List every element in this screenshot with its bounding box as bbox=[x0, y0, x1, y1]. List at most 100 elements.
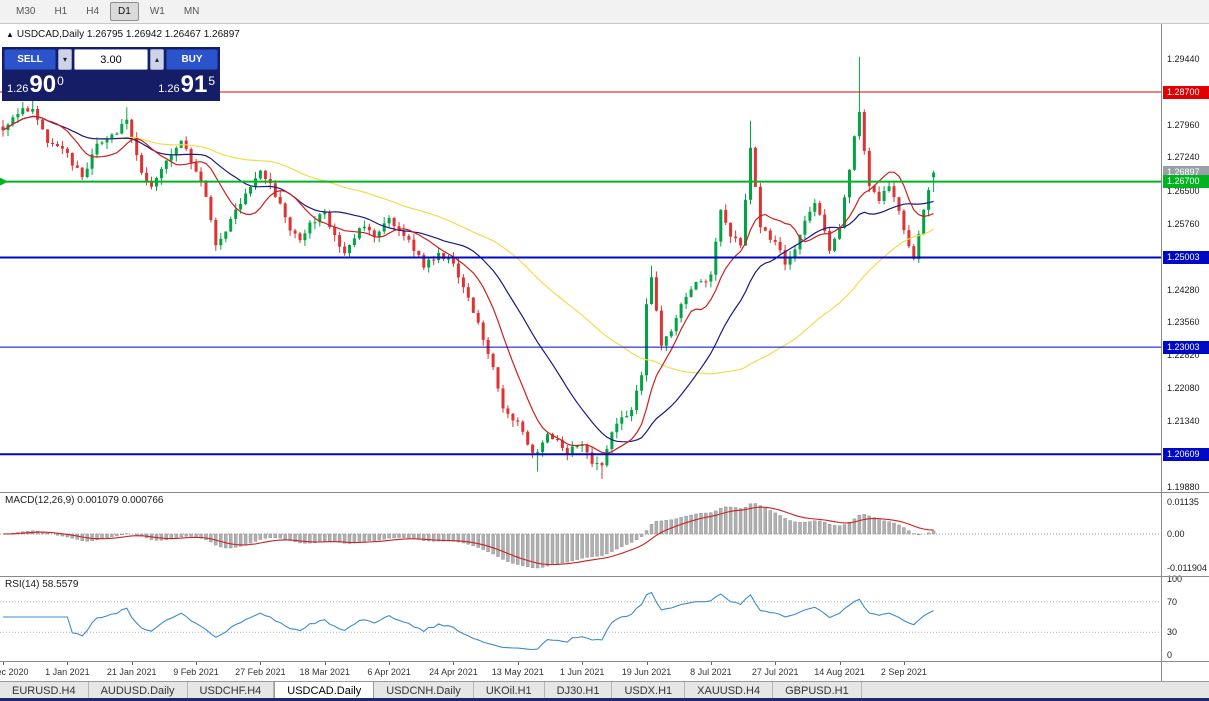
price-axis-label: 1.21340 bbox=[1167, 416, 1200, 427]
time-axis-label: 8 Jul 2021 bbox=[690, 667, 732, 677]
sell-price: 1.26 90 0 bbox=[7, 73, 64, 97]
buy-price: 1.26 91 5 bbox=[158, 73, 215, 97]
time-axis-tick bbox=[260, 661, 262, 665]
macd-axis-label: 0.01135 bbox=[1167, 497, 1199, 507]
symbol-marker-icon: ▲ bbox=[6, 30, 14, 39]
price-axis-label: 1.22080 bbox=[1167, 383, 1200, 394]
buy-price-big: 91 bbox=[180, 71, 208, 98]
window-bottom-edge bbox=[0, 698, 1209, 701]
time-axis-tick bbox=[131, 661, 133, 665]
timeframe-bar: M30 H1 H4 D1 W1 MN bbox=[0, 0, 1209, 24]
sell-price-sup: 0 bbox=[57, 74, 64, 88]
volume-input[interactable] bbox=[74, 49, 148, 70]
volume-down-button[interactable]: ▾ bbox=[58, 49, 72, 70]
rsi-axis-label: 0 bbox=[1167, 650, 1173, 660]
macd-chart bbox=[0, 503, 1161, 569]
price-axis-label: 1.27960 bbox=[1167, 120, 1200, 131]
time-axis: 12 Dec 2020 1 Jan 2021 21 Jan 2021 9 Feb 20… bbox=[0, 661, 1161, 681]
chart-tabs-bar: EURUSD.H4 AUDUSD.Daily USDCHF.H4 USDCAD.Dai… bbox=[0, 681, 1209, 698]
time-axis-tick bbox=[196, 661, 198, 665]
rsi-axis-label: 70 bbox=[1167, 596, 1178, 607]
price-badge: 1.28700 bbox=[1163, 85, 1209, 99]
price-axis-label: 1.19880 bbox=[1167, 481, 1200, 492]
chart-tab-usdx-h1[interactable]: USDX.H1 bbox=[612, 682, 686, 698]
symbol-ohlc-line: ▲ USDCAD,Daily 1.26795 1.26942 1.26467 1.… bbox=[6, 29, 240, 40]
macd-axis-label: -0.011904 bbox=[1167, 563, 1207, 573]
chevron-up-icon: ▴ bbox=[154, 55, 159, 64]
sell-price-base: 1.26 bbox=[7, 83, 29, 95]
chart-tab-audusd-daily[interactable]: AUDUSD.Daily bbox=[89, 682, 188, 698]
price-axis-label: 1.24280 bbox=[1167, 284, 1200, 295]
candlestick-chart[interactable] bbox=[0, 24, 1161, 492]
time-axis-tick bbox=[517, 661, 519, 665]
time-axis-label: 27 Feb 2021 bbox=[235, 667, 286, 677]
price-axis-label: 1.25760 bbox=[1167, 218, 1200, 229]
buy-button[interactable]: BUY bbox=[166, 49, 218, 70]
time-axis-tick bbox=[646, 661, 648, 665]
time-axis-label: 21 Jan 2021 bbox=[106, 667, 157, 677]
price-axis-label: 1.27240 bbox=[1167, 152, 1200, 163]
timeframe-w1[interactable]: W1 bbox=[149, 6, 165, 17]
time-axis-tick bbox=[67, 661, 69, 665]
price-badge: 1.26700 bbox=[1163, 175, 1209, 189]
time-axis-tick bbox=[839, 661, 841, 665]
chart-tab-usdcad-daily[interactable]: USDCAD.Daily bbox=[274, 682, 375, 698]
time-axis-tick bbox=[389, 661, 391, 665]
chart-tab-eurusd-h4[interactable]: EURUSD.H4 bbox=[0, 682, 89, 698]
time-axis-label: 27 Jul 2021 bbox=[751, 667, 799, 677]
chart-tab-xauusd-h4[interactable]: XAUUSD.H4 bbox=[685, 682, 774, 698]
timeframe-d1[interactable]: D1 bbox=[110, 2, 139, 21]
rsi-pane: RSI(14) 58.5579 bbox=[0, 576, 1161, 661]
chart-tab-dj30-h1[interactable]: DJ30.H1 bbox=[545, 682, 613, 698]
price-axis[interactable]: 1.29440 1.27960 1.27240 1.26500 1.25760 1.242… bbox=[1161, 24, 1209, 681]
chart-tab-usdchf-h4[interactable]: USDCHF.H4 bbox=[188, 682, 275, 698]
macd-axis-label: 0.00 bbox=[1167, 529, 1185, 539]
time-axis-tick bbox=[453, 661, 455, 665]
time-axis-label: 24 Apr 2021 bbox=[429, 667, 478, 677]
price-axis-label: 1.26500 bbox=[1167, 185, 1200, 196]
time-axis-label: 1 Jan 2021 bbox=[45, 667, 90, 677]
time-axis-label: 2 Sep 2021 bbox=[880, 667, 927, 677]
time-axis-label: 1 Jun 2021 bbox=[559, 667, 605, 677]
chevron-down-icon: ▾ bbox=[62, 55, 67, 64]
buy-price-sup: 5 bbox=[208, 74, 215, 88]
rsi-axis-label: 100 bbox=[1167, 574, 1183, 584]
price-axis-label: 1.29440 bbox=[1167, 53, 1200, 64]
time-axis-label: 19 Jun 2021 bbox=[621, 667, 672, 677]
rsi-label: RSI(14) 58.5579 bbox=[5, 579, 79, 590]
time-axis-label: 14 Aug 2021 bbox=[814, 667, 865, 677]
symbol-ohlc-text: USDCAD,Daily 1.26795 1.26942 1.26467 1.2… bbox=[16, 29, 240, 40]
pane-separator bbox=[0, 576, 1209, 577]
timeframe-h1[interactable]: H1 bbox=[54, 6, 68, 17]
price-badge: 1.23003 bbox=[1163, 340, 1209, 354]
rsi-chart bbox=[0, 591, 1161, 651]
rsi-axis-label: 30 bbox=[1167, 627, 1178, 638]
timeframe-h4[interactable]: H4 bbox=[86, 6, 100, 17]
chart-tab-usdcnh-daily[interactable]: USDCNH.Daily bbox=[374, 682, 474, 698]
chart-region: ▲ USDCAD,Daily 1.26795 1.26942 1.26467 1.… bbox=[0, 24, 1209, 681]
time-axis-label: 18 Mar 2021 bbox=[299, 667, 351, 677]
time-axis-tick bbox=[775, 661, 777, 665]
timeframe-mn[interactable]: MN bbox=[183, 6, 200, 17]
time-axis-tick bbox=[3, 661, 4, 665]
time-axis-label: 9 Feb 2021 bbox=[173, 667, 219, 677]
time-axis-label: 13 May 2021 bbox=[491, 667, 544, 677]
pane-separator bbox=[0, 661, 1209, 662]
sell-price-big: 90 bbox=[29, 71, 57, 98]
volume-up-button[interactable]: ▴ bbox=[150, 49, 164, 70]
time-axis-label: 6 Apr 2021 bbox=[367, 667, 411, 677]
chart-tab-gbpusd-h1[interactable]: GBPUSD.H1 bbox=[773, 682, 862, 698]
pane-separator bbox=[0, 492, 1209, 493]
timeframe-m30[interactable]: M30 bbox=[16, 6, 36, 17]
price-axis-label: 1.23560 bbox=[1167, 317, 1200, 328]
chart-tab-ukoil-h1[interactable]: UKOil.H1 bbox=[474, 682, 545, 698]
price-badge: 1.25003 bbox=[1163, 251, 1209, 265]
price-pane[interactable]: ▲ USDCAD,Daily 1.26795 1.26942 1.26467 1.… bbox=[0, 24, 1161, 492]
time-axis-label: 12 Dec 2020 bbox=[0, 667, 29, 677]
price-axis-label: 1.22820 bbox=[1167, 350, 1200, 361]
macd-pane: MACD(12,26,9) 0.001079 0.000766 bbox=[0, 492, 1161, 576]
sell-button[interactable]: SELL bbox=[4, 49, 56, 70]
one-click-trade-panel: SELL ▾ ▴ BUY 1.26 90 0 1.26 91 5 bbox=[2, 47, 220, 101]
time-axis-tick bbox=[324, 661, 326, 665]
